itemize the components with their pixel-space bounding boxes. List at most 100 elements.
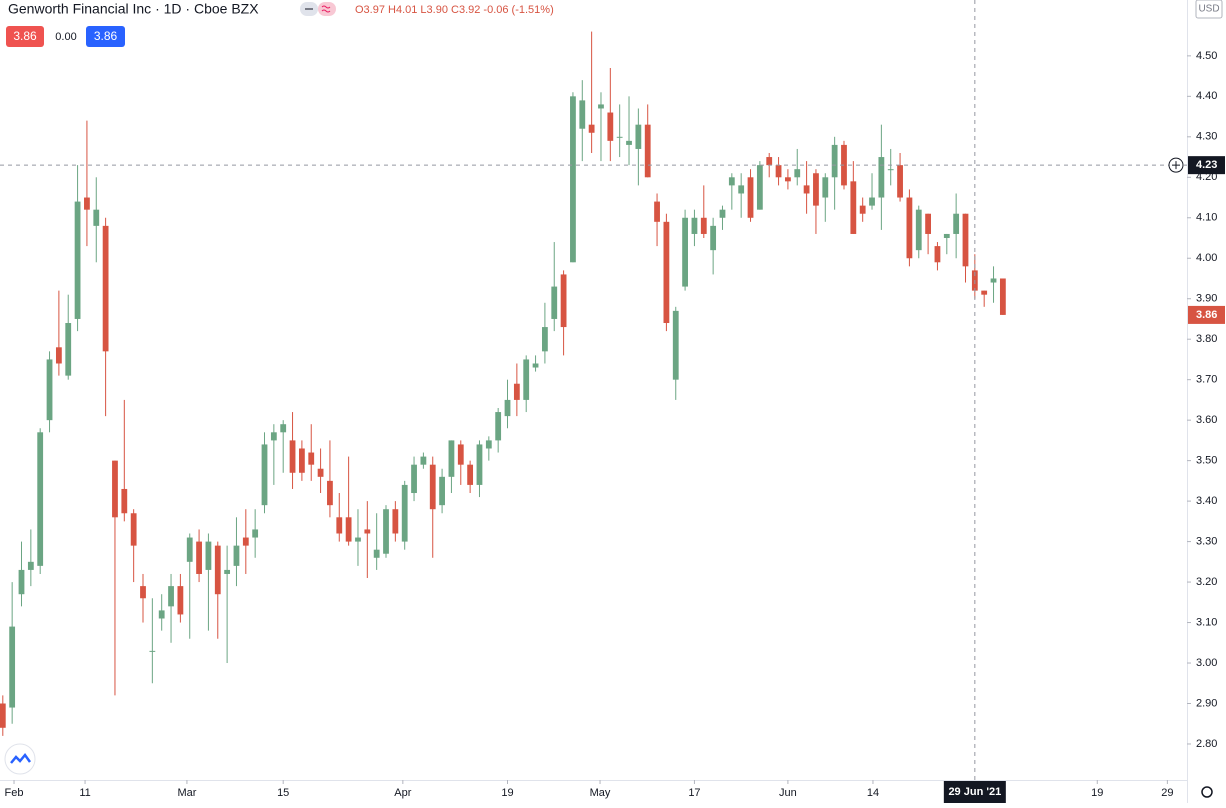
currency-box[interactable] [1195,0,1223,19]
candle-body [168,586,174,607]
candle-body [65,323,72,376]
candle-body [308,452,315,465]
candle-body [27,561,34,570]
y-tick-label: 3.60 [1196,414,1217,426]
candle-body [364,529,371,534]
candle-body [728,177,735,186]
y-tick-label: 3.40 [1196,495,1217,507]
candle-body [102,225,109,352]
candle-body [850,181,857,234]
y-tick-label: 3.20 [1196,576,1217,588]
candle-body [654,201,660,222]
x-tick-label: 15 [277,787,289,799]
x-tick-label: 14 [867,787,879,799]
candle-body [672,310,679,380]
y-tick-label: 3.50 [1196,455,1217,467]
y-tick-label: 4.50 [1196,50,1217,62]
x-tick-label: 17 [688,787,700,799]
candle-body [327,480,333,506]
candle-body [532,363,539,368]
y-tick-label: 3.90 [1196,293,1217,305]
candle-body [616,136,623,138]
candle-body [383,509,389,554]
bid-price: 3.86 [13,29,37,43]
x-tick-label: 11 [79,787,90,799]
tv-logo[interactable] [4,743,36,775]
x-tick-label: May [590,787,611,799]
candle-body [598,104,604,109]
candle-body [429,464,436,510]
candle-body [607,112,614,141]
candle-body [252,529,259,538]
crosshair-price-label: 4.23 [1196,159,1217,171]
candle-body [579,100,586,129]
candle-body [962,213,969,267]
candle-body [186,537,193,562]
candle-body [785,177,791,182]
candle-body [55,347,62,364]
y-tick-label: 4.00 [1196,252,1217,264]
overlay: Genworth Financial Inc · 1D · Cboe BZX O… [4,0,1223,798]
candle-body [794,169,801,178]
candle-body [448,440,455,477]
y-tick-label: 4.40 [1196,90,1217,102]
x-tick-label: 29 [1161,787,1173,799]
candle-body [925,213,932,234]
candle-body [990,278,997,283]
y-tick-label: 3.80 [1196,333,1217,345]
candle-body [214,545,221,595]
candle-body [513,383,520,400]
candle-body [644,124,651,178]
symbol-title: Genworth Financial Inc · 1D · Cboe BZX [8,1,259,17]
tv-logo-icon [10,752,32,764]
candle-body [813,173,819,206]
crosshair-price-box [1188,156,1225,175]
candle-body [495,412,502,441]
y-tick-label: 4.20 [1196,171,1217,183]
candle-body [121,488,128,514]
candle-body [289,440,296,473]
compare-button[interactable] [318,2,336,16]
last-price-label: 3.86 [1196,309,1217,321]
candle-body [700,217,707,234]
candle-body [37,432,44,566]
candle-body [897,165,903,198]
y-tick-label: 3.00 [1196,657,1217,669]
y-tick-label: 2.90 [1196,697,1217,709]
candle-body [298,448,305,473]
ask-badge [86,26,125,47]
candle-body [130,513,137,546]
y-tick-label: 4.10 [1196,212,1217,224]
candle-body [551,286,558,319]
candle-body [392,509,399,534]
settings-icon[interactable] [1201,786,1213,798]
candle-body [401,484,408,542]
candle-body [719,209,726,218]
candle-body [775,165,782,178]
candle-body [915,209,922,251]
candle-body [224,569,231,574]
plot-area [0,0,1187,780]
candle-body [280,424,287,433]
x-tick-label: Feb [5,787,24,799]
ask-price: 3.86 [94,29,118,43]
candle-body [205,541,212,570]
candle-body [93,209,100,226]
x-tick-label: Jun [779,787,797,799]
last-price-box [1188,305,1225,324]
candle-body [411,464,417,494]
candle-body [934,246,941,263]
candle-body [663,221,670,324]
candle-body [831,144,838,178]
candle-body [317,468,324,477]
x-tick-label: 19 [1091,787,1103,799]
candle-body [467,464,474,485]
candle-body [756,165,763,210]
candle-body [859,205,866,214]
candle-body [766,157,773,166]
candle-body [18,569,25,595]
candle-body [710,225,717,251]
ohlc-legend: O3.97 H4.01 L3.90 C3.92 -0.06 (-1.51%) [355,4,554,16]
y-tick-label: 2.80 [1196,738,1217,750]
candle-body [542,327,548,352]
